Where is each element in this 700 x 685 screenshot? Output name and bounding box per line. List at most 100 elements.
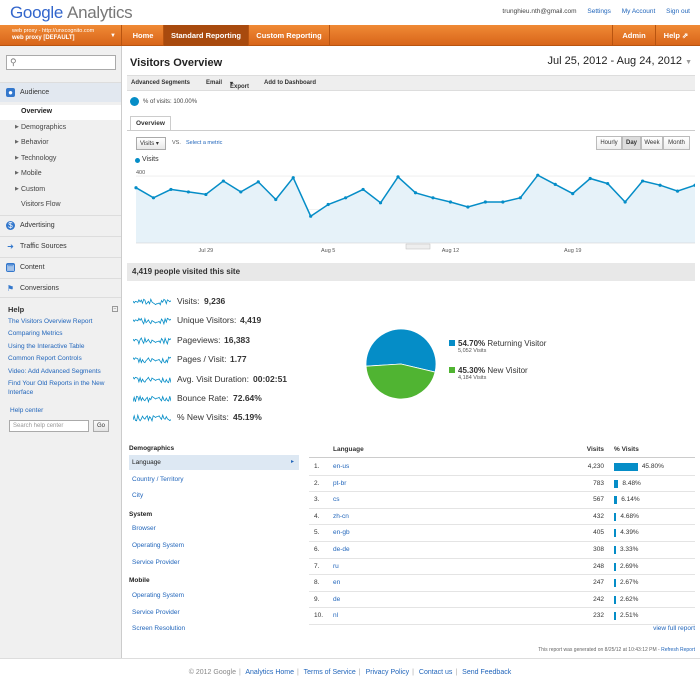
data-point[interactable] [536,173,540,177]
email-button[interactable]: Email [206,80,223,86]
add-to-dashboard-button[interactable]: Add to Dashboard [264,80,316,86]
data-point[interactable] [483,200,487,204]
data-point[interactable] [588,176,592,181]
granularity-hourly[interactable]: Hourly [596,136,622,150]
data-point[interactable] [675,189,680,193]
language-link[interactable]: de-de [333,546,350,553]
sidebar-item-custom[interactable]: ▶ Custom [0,183,121,198]
data-point[interactable] [693,183,695,187]
data-point[interactable] [518,196,522,200]
footer-link-analytics-home[interactable]: Analytics Home [245,669,294,676]
dem-item-browser[interactable]: Browser [132,525,156,532]
col-language[interactable]: Language [333,446,364,453]
language-link[interactable]: en-us [333,463,350,470]
dem-item-country[interactable]: Country / Territory [132,476,184,483]
sidebar-section-traffic-sources[interactable]: ➜ Traffic Sources [0,236,121,256]
dem-item-language[interactable]: Language ▸ [129,455,299,470]
nav-tab-help[interactable]: Help ⇗ [656,25,696,46]
language-link[interactable]: en-gb [333,529,350,537]
granularity-day[interactable]: Day [622,136,641,150]
data-point[interactable] [134,186,138,190]
metric-dropdown[interactable]: Visits ▾ [136,137,166,150]
data-point[interactable] [623,200,627,204]
data-point[interactable] [640,179,645,183]
col-visits[interactable]: Visits [586,446,604,453]
advanced-segments-button[interactable]: Advanced Segments [131,80,191,86]
view-full-report-link[interactable]: view full report [653,625,695,632]
help-link[interactable]: The Visitors Overview Report [8,318,93,325]
sidebar-item-demographics[interactable]: ▶ Demographics [0,121,121,136]
footer-link-terms[interactable]: Terms of Service [303,669,356,676]
data-point[interactable] [361,187,365,192]
language-link[interactable]: ru [333,562,339,570]
settings-link[interactable]: Settings [587,8,611,15]
language-link[interactable]: nl [333,612,339,620]
data-point[interactable] [378,201,383,205]
data-point[interactable] [396,175,400,179]
dem-item-city[interactable]: City [132,492,144,499]
my-account-link[interactable]: My Account [621,8,656,15]
footer-link-contact[interactable]: Contact us [418,669,453,676]
nav-tab-admin[interactable]: Admin [622,31,646,40]
sidebar-item-behavior[interactable]: ▶ Behavior [0,136,121,151]
language-link[interactable]: en [333,579,341,587]
sidebar-item-visitors-flow[interactable]: Visitors Flow [0,198,121,213]
select-metric-link[interactable]: Select a metric [186,140,223,146]
data-point[interactable] [466,205,470,209]
dem-item-service-provider[interactable]: Service Provider [132,559,180,566]
nav-tab-standard-reporting[interactable]: Standard Reporting [164,25,248,46]
data-point[interactable] [448,200,453,204]
sidebar-section-audience[interactable]: ● Audience [0,82,121,102]
data-point[interactable] [606,181,610,186]
visitor-type-pie[interactable] [364,327,438,401]
help-link[interactable]: Using the Interactive Table [8,343,85,350]
help-link[interactable]: Video: Add Advanced Segments [8,368,101,375]
data-point[interactable] [309,214,313,218]
nav-tab-custom-reporting[interactable]: Custom Reporting [256,31,322,40]
help-link[interactable]: Find Your Old Reports in the New Interfa… [8,380,105,396]
language-link[interactable]: de [333,595,341,603]
nav-tab-home[interactable]: Home [132,31,154,40]
data-point[interactable] [169,187,173,192]
pie-slice-new[interactable] [365,363,436,400]
dem-item-os[interactable]: Operating System [132,542,185,549]
dem-item-mobile-provider[interactable]: Service Provider [132,609,180,616]
sidebar-section-conversions[interactable]: ⚑ Conversions [0,278,121,298]
sidebar-section-advertising[interactable]: $ Advertising [0,215,121,235]
data-point[interactable] [291,176,295,180]
data-point[interactable] [413,191,418,195]
language-link[interactable]: cs [333,496,340,504]
data-point[interactable] [501,200,505,204]
sidebar-item-overview[interactable]: Overview [0,105,121,120]
data-point[interactable] [431,196,435,200]
export-button[interactable]: Export ▾ [230,81,250,90]
footer-link-feedback[interactable]: Send Feedback [462,669,512,676]
data-point[interactable] [186,190,191,194]
date-range-picker[interactable]: Jul 25, 2012 - Aug 24, 2012 ▼ [548,55,693,67]
granularity-week[interactable]: Week [641,136,663,150]
sign-out-link[interactable]: Sign out [666,8,690,15]
col-pct-visits[interactable]: % Visits [614,446,639,453]
data-point[interactable] [326,202,330,207]
report-search-input[interactable]: ⚲ [6,55,116,70]
help-center-link[interactable]: Help center [10,407,44,414]
sidebar-item-technology[interactable]: ▶ Technology [0,152,121,167]
tab-overview[interactable]: Overview [130,116,171,131]
sidebar-section-content[interactable]: ▤ Content [0,257,121,277]
dem-item-screen-resolution[interactable]: Screen Resolution [132,625,186,632]
google-analytics-logo[interactable]: Google Analytics [10,3,133,23]
data-point[interactable] [204,192,208,197]
help-link[interactable]: Common Report Controls [8,355,82,362]
data-point[interactable] [239,190,243,194]
refresh-report-link[interactable]: Refresh Report [661,647,695,653]
data-point[interactable] [571,192,575,196]
data-point[interactable] [256,180,260,184]
data-point[interactable] [274,197,278,202]
language-link[interactable]: zh-cn [333,512,349,520]
pie-slice-returning[interactable] [365,328,437,373]
data-point[interactable] [221,179,225,183]
language-link[interactable]: pt-br [333,479,347,487]
data-point[interactable] [553,182,557,186]
help-search-input[interactable]: Search help center [9,420,89,432]
